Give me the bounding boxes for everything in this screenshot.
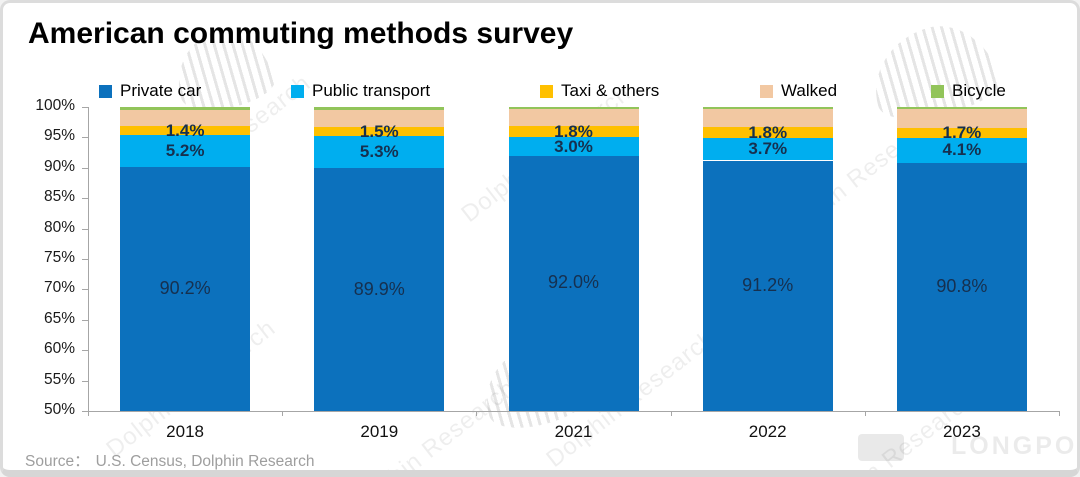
- y-tick-label: 100%: [35, 97, 75, 114]
- source-label: Source：: [25, 453, 90, 470]
- y-tick-mark: [82, 380, 88, 382]
- bar-value-label-public-transport: 5.3%: [359, 142, 399, 162]
- bar-segment-taxi-others: [314, 127, 445, 137]
- bar-segment-bicycle: [702, 107, 833, 110]
- y-tick-label: 75%: [43, 249, 75, 266]
- y-tick-label: 70%: [43, 279, 75, 297]
- y-tick-label: 95%: [43, 127, 75, 145]
- x-category-label: 2019: [360, 422, 399, 441]
- bar-segment-taxi-others: [896, 127, 1027, 138]
- bar-value-label-private-car: 90.8%: [936, 275, 988, 296]
- y-tick-label: 55%: [43, 370, 75, 388]
- bar-segment-public-transport: [120, 134, 251, 167]
- y-tick-label: 65%: [43, 309, 75, 327]
- y-tick-mark: [82, 319, 88, 321]
- x-category-label: 2022: [748, 422, 787, 441]
- source-note: Source： U.S. Census, Dolphin Research: [25, 449, 315, 470]
- x-tick-mark: [476, 411, 478, 416]
- bar-value-label-public-transport: 3.0%: [554, 136, 593, 156]
- chart-title: American commuting methods survey: [28, 17, 574, 50]
- bar-segment-public-transport: [508, 137, 639, 156]
- y-tick-mark: [82, 228, 88, 230]
- y-tick-mark: [82, 198, 88, 200]
- y-tick-mark: [82, 350, 88, 352]
- y-axis-line: [88, 107, 89, 411]
- bar-segment-bicycle: [120, 107, 251, 111]
- bar-value-label-taxi-others: 1.7%: [942, 122, 982, 142]
- y-tick-mark: [82, 167, 88, 169]
- bar-segment-taxi-others: [508, 126, 639, 138]
- bar-segment-taxi-others: [120, 126, 251, 135]
- bar-segment-public-transport: [896, 138, 1027, 163]
- source-text: U.S. Census, Dolphin Research: [95, 453, 315, 470]
- bar-segment-private-car: [896, 162, 1027, 411]
- bar-value-label-public-transport: 3.7%: [748, 139, 788, 159]
- bar-value-label-private-car: 92.0%: [547, 272, 600, 293]
- y-tick-mark: [82, 137, 88, 139]
- x-category-label: 2023: [942, 422, 981, 441]
- bar-segment-taxi-others: [702, 127, 833, 138]
- x-tick-mark: [282, 411, 284, 416]
- bar-segment-private-car: [120, 166, 251, 411]
- bar-value-label-public-transport: 4.1%: [942, 140, 982, 160]
- x-category-label: 2021: [554, 422, 593, 441]
- bar-value-label-private-car: 90.2%: [159, 277, 211, 298]
- bar-value-label-taxi-others: 1.5%: [359, 121, 399, 141]
- bar-value-label-public-transport: 5.2%: [165, 140, 205, 160]
- bar-segment-public-transport: [314, 136, 445, 169]
- bar-segment-walked: [314, 110, 445, 128]
- bar-segment-private-car: [314, 168, 445, 411]
- y-tick-label: 80%: [43, 218, 75, 236]
- bar-value-label-taxi-others: 1.4%: [165, 120, 205, 140]
- bar-value-label-taxi-others: 1.8%: [554, 121, 593, 141]
- bar-segment-walked: [120, 110, 251, 127]
- x-tick-mark: [864, 411, 866, 416]
- y-tick-label: 50%: [43, 401, 75, 418]
- x-category-label: 2018: [166, 422, 204, 441]
- x-tick-mark: [670, 411, 672, 416]
- bar-segment-walked: [508, 109, 639, 127]
- x-tick-mark: [88, 411, 89, 416]
- y-tick-label: 90%: [43, 157, 75, 175]
- bar-segment-public-transport: [702, 138, 833, 161]
- x-tick-mark: [1059, 411, 1060, 416]
- bar-value-label-taxi-others: 1.8%: [748, 122, 788, 142]
- bar-segment-private-car: [508, 155, 639, 411]
- bar-segment-bicycle: [896, 107, 1027, 110]
- bar-segment-bicycle: [508, 107, 639, 110]
- bar-value-label-private-car: 91.2%: [742, 274, 794, 295]
- y-tick-mark: [82, 411, 88, 412]
- y-tick-mark: [82, 259, 88, 260]
- bar-segment-private-car: [702, 160, 833, 411]
- y-tick-label: 60%: [43, 340, 75, 358]
- y-tick-label: 85%: [43, 188, 75, 206]
- bar-segment-bicycle: [314, 107, 445, 111]
- chart-plot-area: 100% 95% 90% 85% 80% 75% 70% 65% 60% 55% 50% 90.2% 5…: [3, 3, 1077, 470]
- bar-segment-walked: [702, 109, 833, 128]
- y-tick-mark: [82, 107, 88, 108]
- x-axis-line: [88, 411, 1059, 412]
- bar-segment-walked: [896, 109, 1027, 128]
- longport-watermark: LONGPORT: [951, 432, 1078, 460]
- longport-logo-icon: [858, 434, 904, 461]
- y-tick-mark: [82, 289, 88, 291]
- bar-value-label-private-car: 89.9%: [353, 278, 405, 299]
